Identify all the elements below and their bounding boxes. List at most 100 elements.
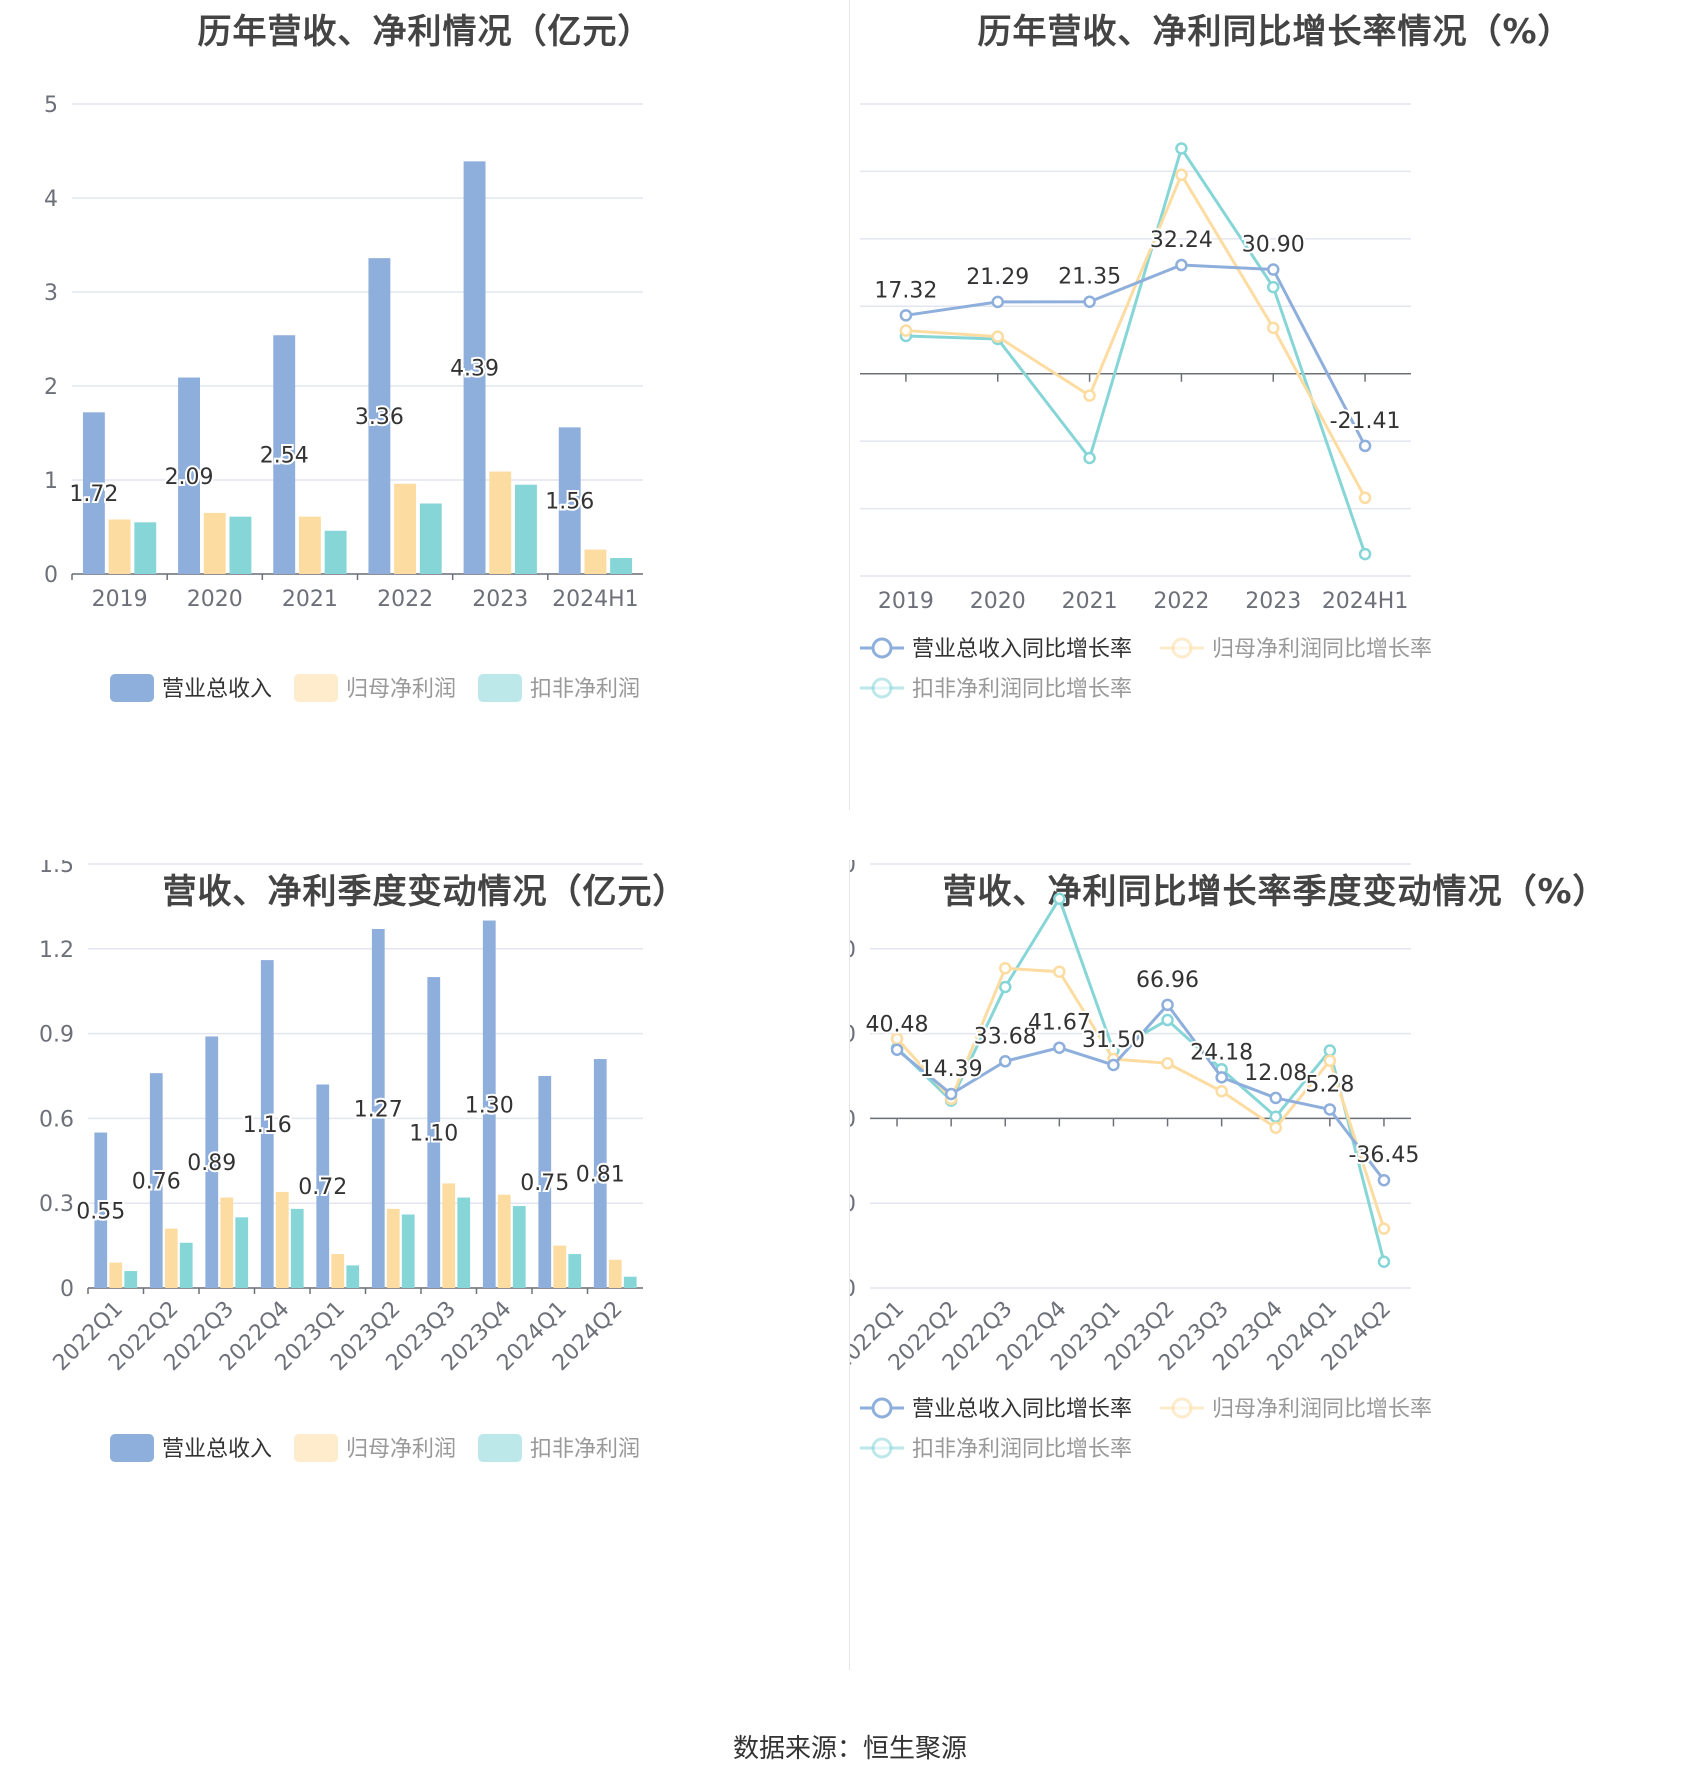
x-tick-label: 2023 <box>1245 589 1301 614</box>
bar-net-profit <box>394 483 417 574</box>
point-deducted-profit <box>1377 1255 1391 1268</box>
x-tick-label: 2019 <box>878 589 934 614</box>
point-net-profit <box>999 962 1012 975</box>
point-net-profit <box>1377 1222 1391 1235</box>
y-tick-label: 5 <box>44 93 58 118</box>
data-label: 21.35 <box>1058 265 1121 290</box>
bar-deducted-profit <box>124 1271 138 1288</box>
legend-marker <box>871 1397 893 1419</box>
bar-net-profit <box>386 1208 400 1288</box>
bar-deducted-profit <box>235 1217 249 1288</box>
bar-net-profit <box>331 1254 345 1288</box>
bar-deducted-profit <box>515 484 537 574</box>
legend-swatch <box>478 674 522 702</box>
legend-label: 营业总收入 <box>162 677 272 702</box>
point-net-profit <box>1053 965 1066 978</box>
bar-revenue <box>149 1073 163 1288</box>
bar-deducted-profit <box>324 530 347 574</box>
legend-item: 营业总收入同比增长率 <box>860 637 1132 662</box>
chart-svg: -60-40-200204060802019202020212022202320… <box>860 103 1432 702</box>
legend-swatch <box>294 674 338 702</box>
bar-deducted-profit <box>134 522 157 574</box>
point-net-profit <box>1323 1054 1337 1067</box>
point-deducted-profit <box>1267 280 1280 294</box>
legend-item: 归母净利润 <box>294 674 456 702</box>
point-revenue <box>899 309 913 322</box>
legend-item: 营业总收入同比增长率 <box>860 1397 1132 1422</box>
y-tick-label: 0 <box>44 563 58 588</box>
data-label: 66.96 <box>1136 968 1199 993</box>
data-label: -36.45 <box>1348 1143 1419 1168</box>
x-tick-label: 2024H1 <box>1322 589 1409 614</box>
x-tick-label: 2023 <box>472 587 528 612</box>
bar-deducted-profit <box>290 1208 304 1288</box>
bar-net-profit <box>497 1194 511 1288</box>
legend-label: 营业总收入同比增长率 <box>912 1397 1132 1422</box>
bar-revenue <box>558 427 581 574</box>
legend-label: 营业总收入同比增长率 <box>912 637 1132 662</box>
x-tick-label: 2020 <box>187 587 243 612</box>
legend-item: 扣非净利润 <box>478 674 640 702</box>
data-label: 5.28 <box>1305 1072 1354 1097</box>
data-label: 21.29 <box>966 265 1029 290</box>
y-tick-label: 0.9 <box>39 1023 74 1048</box>
point-revenue <box>1267 263 1280 276</box>
chart-svg: 00.30.60.91.21.52022Q12022Q22022Q32022Q4… <box>39 860 643 1462</box>
x-tick-label: 2022 <box>1153 589 1209 614</box>
point-revenue <box>1323 1103 1337 1116</box>
x-tick-label: 2024H1 <box>552 587 639 612</box>
bar-revenue <box>94 1132 108 1288</box>
legend-swatch <box>294 1434 338 1462</box>
bar-deducted-profit <box>512 1206 526 1288</box>
legend-marker <box>871 1437 893 1459</box>
data-label: -21.41 <box>1330 409 1401 434</box>
y-tick-label: 0.3 <box>39 1192 74 1217</box>
point-net-profit <box>1215 1085 1228 1098</box>
point-revenue <box>1083 295 1096 308</box>
bar-revenue <box>205 1036 219 1288</box>
chart-title: 历年营收、净利同比增长率情况（%） <box>977 12 1573 52</box>
legend-label: 扣非净利润 <box>530 677 640 702</box>
point-revenue <box>1377 1173 1391 1187</box>
data-label: 24.18 <box>1190 1040 1253 1065</box>
legend-item: 扣非净利润同比增长率 <box>860 677 1132 702</box>
bar-net-profit <box>108 519 131 574</box>
legend-label: 扣非净利润同比增长率 <box>912 1437 1132 1462</box>
quarterly-amount-chart: 营收、净利季度变动情况（亿元） 0 0.3 0.6 0.9 1.2 1.5 2022Q1 20… <box>0 860 850 1720</box>
point-revenue <box>944 1087 958 1101</box>
data-label: 0.81 <box>576 1163 625 1188</box>
bar-deducted-profit <box>401 1214 415 1288</box>
legend-item: 营业总收入 <box>110 674 272 702</box>
point-revenue <box>1107 1058 1120 1072</box>
legend-swatch <box>110 1434 154 1462</box>
point-net-profit <box>1083 389 1096 402</box>
annual-growth-chart: 历年营收、净利同比增长率情况（%） -60-40-200204060802019… <box>850 0 1700 860</box>
y-tick-label: 2 <box>44 375 58 400</box>
chart-title: 营收、净利同比增长率季度变动情况（%） <box>942 872 1608 912</box>
legend-label: 扣非净利润 <box>530 1437 640 1462</box>
legend-label: 归母净利润同比增长率 <box>1212 1397 1432 1422</box>
legend-label: 扣非净利润同比增长率 <box>912 677 1132 702</box>
data-label: 0.72 <box>298 1175 347 1200</box>
bar-revenue <box>368 258 391 574</box>
point-revenue <box>1053 1041 1066 1054</box>
legend-marker <box>1171 637 1193 659</box>
panel-divider <box>849 860 850 1670</box>
legend-marker <box>871 677 893 699</box>
y-tick-label: 50 <box>850 1023 856 1048</box>
legend-item: 扣非净利润 <box>478 1434 640 1462</box>
y-tick-label: 1 <box>44 469 58 494</box>
data-label: 41.67 <box>1028 1011 1091 1036</box>
bar-net-profit <box>109 1262 123 1288</box>
series-line-net-profit <box>895 966 1386 1230</box>
legend-label: 归母净利润同比增长率 <box>1212 637 1432 662</box>
point-net-profit <box>1267 321 1280 335</box>
quarterly-growth-chart: 营收、净利同比增长率季度变动情况（%） -100-500501001502022… <box>850 860 1700 1720</box>
data-label: 0.76 <box>132 1170 181 1195</box>
point-revenue <box>1161 998 1174 1012</box>
series-line-revenue <box>896 1002 1386 1182</box>
data-label: 3.36 <box>355 405 404 430</box>
legend-item: 归母净利润同比增长率 <box>1160 1397 1432 1422</box>
point-revenue <box>999 1055 1012 1068</box>
point-revenue <box>1215 1071 1228 1084</box>
